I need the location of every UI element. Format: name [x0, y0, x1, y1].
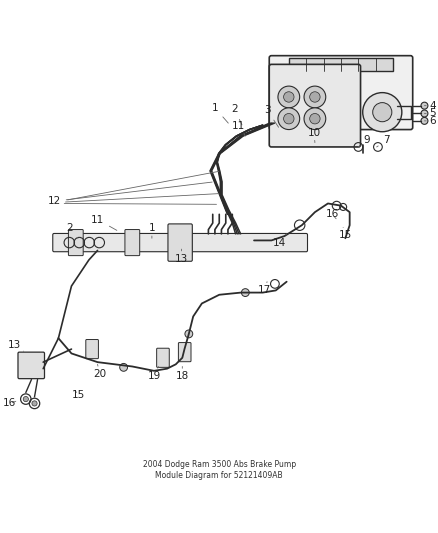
- Circle shape: [283, 114, 294, 124]
- FancyBboxPatch shape: [269, 55, 413, 130]
- FancyBboxPatch shape: [178, 343, 191, 362]
- Circle shape: [120, 364, 127, 372]
- Text: 1: 1: [148, 223, 155, 238]
- Text: 14: 14: [272, 234, 286, 248]
- Text: 13: 13: [175, 249, 188, 264]
- Circle shape: [304, 86, 326, 108]
- Text: 16: 16: [326, 209, 339, 220]
- Text: 13: 13: [7, 340, 24, 351]
- Text: 7: 7: [377, 135, 390, 147]
- Circle shape: [185, 330, 193, 338]
- FancyBboxPatch shape: [18, 352, 45, 378]
- Polygon shape: [289, 58, 393, 71]
- FancyBboxPatch shape: [53, 233, 307, 252]
- Circle shape: [283, 92, 294, 102]
- Circle shape: [421, 117, 428, 124]
- Circle shape: [304, 108, 326, 130]
- Circle shape: [241, 289, 249, 296]
- Text: 19: 19: [148, 367, 162, 381]
- Circle shape: [421, 102, 428, 109]
- Circle shape: [363, 93, 402, 132]
- Circle shape: [23, 397, 28, 402]
- Text: 17: 17: [258, 282, 272, 295]
- Text: 1: 1: [212, 103, 228, 123]
- Text: 10: 10: [307, 127, 321, 143]
- Circle shape: [310, 92, 320, 102]
- Text: 18: 18: [176, 367, 189, 381]
- Text: 2004 Dodge Ram 3500 Abs Brake Pump
Module Diagram for 52121409AB: 2004 Dodge Ram 3500 Abs Brake Pump Modul…: [143, 460, 296, 480]
- FancyBboxPatch shape: [157, 348, 169, 367]
- FancyBboxPatch shape: [168, 224, 192, 261]
- Text: 15: 15: [339, 228, 352, 240]
- Circle shape: [310, 114, 320, 124]
- Text: 5: 5: [424, 109, 435, 118]
- Text: 2: 2: [66, 223, 78, 238]
- Circle shape: [373, 103, 392, 122]
- Circle shape: [278, 108, 300, 130]
- Text: 12: 12: [47, 182, 212, 206]
- Text: 2: 2: [231, 104, 242, 125]
- Text: 6: 6: [424, 116, 435, 126]
- Text: 20: 20: [93, 365, 106, 379]
- Text: 16: 16: [3, 399, 16, 408]
- Text: 11: 11: [91, 215, 117, 230]
- Circle shape: [278, 86, 300, 108]
- Circle shape: [32, 401, 37, 406]
- Text: 3: 3: [264, 105, 279, 127]
- Text: 15: 15: [71, 390, 85, 400]
- Text: 9: 9: [358, 135, 370, 147]
- FancyBboxPatch shape: [86, 340, 99, 359]
- FancyBboxPatch shape: [68, 230, 83, 256]
- FancyBboxPatch shape: [177, 230, 192, 256]
- FancyBboxPatch shape: [125, 230, 140, 256]
- Text: 11: 11: [232, 121, 245, 136]
- FancyBboxPatch shape: [269, 64, 360, 147]
- Circle shape: [421, 110, 428, 117]
- Text: 4: 4: [424, 101, 435, 111]
